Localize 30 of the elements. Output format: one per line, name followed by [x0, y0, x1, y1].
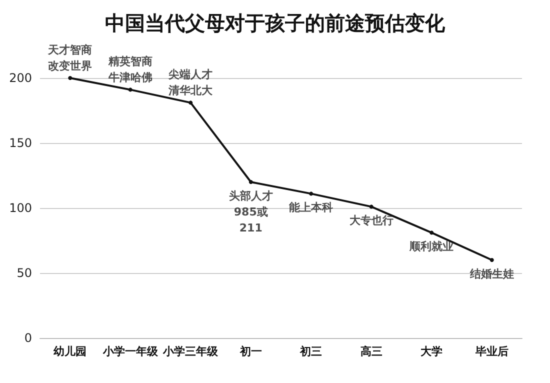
point — [68, 76, 72, 80]
annotation: 天才智商改变世界 — [47, 44, 92, 72]
point — [248, 180, 253, 184]
annotation: 大专也行 — [349, 214, 394, 228]
x-tick-label: 幼儿园 — [52, 345, 87, 358]
x-tick-label: 毕业后 — [474, 345, 508, 358]
x-tick-label: 初一 — [238, 345, 262, 358]
y-tick-label: 150 — [9, 136, 32, 150]
y-tick-label: 200 — [9, 71, 32, 85]
x-tick-label: 小学一年级 — [102, 345, 159, 358]
y-tick-label: 0 — [24, 331, 32, 345]
annotation: 结婚生娃 — [468, 268, 514, 280]
x-tick-label: 高三 — [360, 345, 382, 358]
point — [128, 88, 132, 92]
annotation: 精英智商牛津哈佛 — [107, 55, 152, 84]
annotation: 顺利就业 — [408, 240, 454, 254]
chart-title: 中国当代父母对于孩子的前途预估变化 — [105, 11, 446, 35]
x-tick-label: 初三 — [299, 345, 322, 358]
annotation: 尖端人才清华北大 — [168, 68, 214, 98]
point — [188, 100, 193, 105]
point — [490, 258, 494, 262]
x-tick-label: 大学 — [420, 345, 443, 358]
point — [309, 192, 314, 196]
point — [369, 204, 374, 209]
y-tick-label: 50 — [16, 266, 32, 280]
y-tick-label: 100 — [9, 201, 32, 215]
annotation: 头部人才985或211 — [228, 190, 273, 234]
point — [430, 230, 434, 235]
x-tick-label: 小学三年级 — [162, 345, 220, 358]
annotation: 能上本科 — [289, 201, 334, 214]
